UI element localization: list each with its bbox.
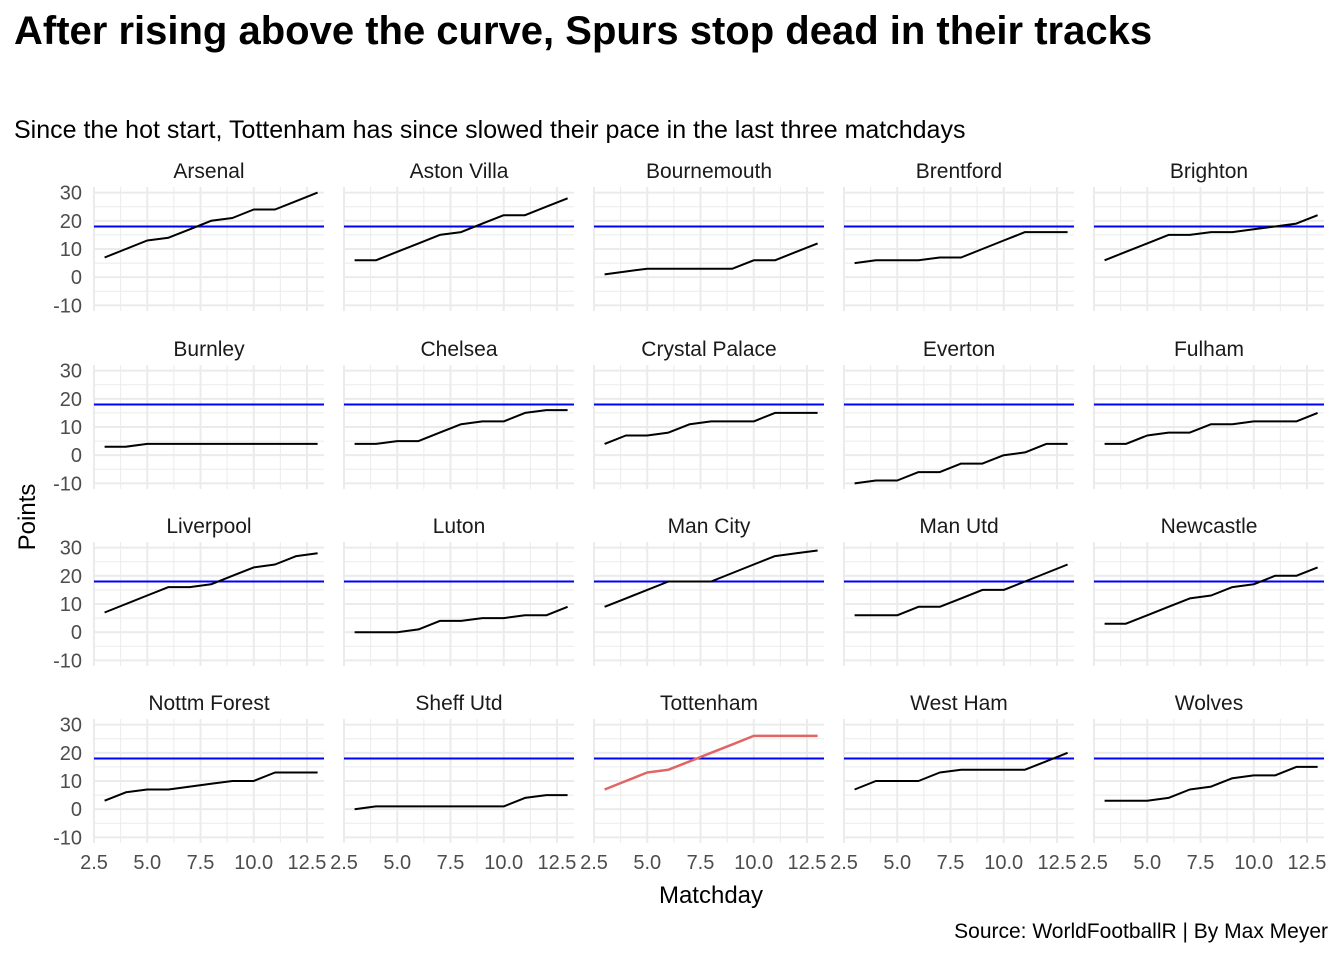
y-tick-label: -10 <box>53 473 82 495</box>
series-line <box>104 552 318 614</box>
x-tick-label: 2.5 <box>80 852 108 874</box>
x-tick-label: 5.0 <box>133 852 161 874</box>
x-tick-label: 5.0 <box>633 852 661 874</box>
y-axis-title: Points <box>14 484 41 551</box>
facet-label: Fulham <box>1174 338 1244 361</box>
x-tick-label: 5.0 <box>1133 852 1161 874</box>
chart-caption: Source: WorldFootballR | By Max Meyer <box>954 920 1328 943</box>
y-tick-label: 30 <box>60 183 82 205</box>
y-tick-label: 0 <box>71 445 82 467</box>
series-line <box>354 794 568 811</box>
facet-label: Aston Villa <box>410 160 509 183</box>
series-line <box>854 231 1068 265</box>
facet-label: Arsenal <box>173 160 244 183</box>
facet-label: Tottenham <box>660 692 758 715</box>
facet-label: Wolves <box>1175 692 1243 715</box>
x-tick-label: 10.0 <box>984 852 1023 874</box>
facet-label: West Ham <box>910 692 1008 715</box>
x-tick-label: 2.5 <box>830 852 858 874</box>
series-line <box>354 197 568 262</box>
y-tick-label: 30 <box>60 715 82 737</box>
y-tick-label: 10 <box>60 417 82 439</box>
facet-label: Burnley <box>173 338 245 361</box>
series-line <box>1104 566 1318 625</box>
y-tick-label: 10 <box>60 771 82 793</box>
x-tick-label: 12.5 <box>287 852 326 874</box>
x-tick-label: 7.5 <box>937 852 965 874</box>
x-tick-label: 10.0 <box>734 852 773 874</box>
facet-label: Luton <box>433 515 486 538</box>
y-tick-label: 0 <box>71 799 82 821</box>
y-tick-label: 0 <box>71 267 82 289</box>
y-tick-label: -10 <box>53 295 82 317</box>
y-tick-label: 10 <box>60 594 82 616</box>
series-line <box>104 442 318 448</box>
series-line <box>604 411 818 445</box>
x-tick-label: 10.0 <box>234 852 273 874</box>
x-tick-label: 2.5 <box>1080 852 1108 874</box>
series-line <box>604 242 818 276</box>
series-line <box>354 409 568 445</box>
facet-label: Brighton <box>1170 160 1248 183</box>
series-line <box>604 734 818 791</box>
y-tick-label: 0 <box>71 622 82 644</box>
x-tick-label: 2.5 <box>580 852 608 874</box>
x-tick-label: 5.0 <box>383 852 411 874</box>
x-tick-label: 7.5 <box>437 852 465 874</box>
series-line <box>1104 411 1318 445</box>
chart-title: After rising above the curve, Spurs stop… <box>14 9 1153 53</box>
facet-label: Bournemouth <box>646 160 772 183</box>
series-line <box>604 549 818 608</box>
x-tick-label: 7.5 <box>1187 852 1215 874</box>
x-tick-label: 5.0 <box>883 852 911 874</box>
x-tick-label: 7.5 <box>687 852 715 874</box>
facet-label: Brentford <box>916 160 1002 183</box>
y-tick-label: -10 <box>53 827 82 849</box>
x-axis-title: Matchday <box>659 882 763 909</box>
facet-label: Sheff Utd <box>415 692 502 715</box>
x-tick-label: 7.5 <box>187 852 215 874</box>
y-tick-label: 30 <box>60 361 82 383</box>
facet-label: Man City <box>668 515 751 538</box>
y-tick-label: 20 <box>60 389 82 411</box>
x-tick-label: 12.5 <box>537 852 576 874</box>
series-line <box>1104 214 1318 262</box>
facet-label: Nottm Forest <box>148 692 270 715</box>
facet-label: Crystal Palace <box>641 338 776 361</box>
x-tick-label: 10.0 <box>1234 852 1273 874</box>
series-line <box>854 442 1068 485</box>
series-line <box>854 751 1068 791</box>
series-line <box>104 771 318 802</box>
facet-label: Everton <box>923 338 995 361</box>
x-tick-label: 12.5 <box>787 852 826 874</box>
facet-label: Newcastle <box>1161 515 1258 538</box>
facet-label: Man Utd <box>919 515 998 538</box>
y-tick-label: 20 <box>60 743 82 765</box>
series-line <box>354 605 568 634</box>
y-tick-label: 10 <box>60 239 82 261</box>
y-tick-label: 20 <box>60 566 82 588</box>
y-tick-label: -10 <box>53 650 82 672</box>
y-tick-label: 20 <box>60 211 82 233</box>
x-tick-label: 10.0 <box>484 852 523 874</box>
x-tick-label: 2.5 <box>330 852 358 874</box>
x-tick-label: 12.5 <box>1037 852 1076 874</box>
series-line <box>854 563 1068 617</box>
facet-label: Chelsea <box>420 338 497 361</box>
y-tick-label: 30 <box>60 538 82 560</box>
facet-label: Liverpool <box>166 515 251 538</box>
x-tick-label: 12.5 <box>1287 852 1326 874</box>
series-line <box>1104 765 1318 802</box>
series-line <box>104 191 318 259</box>
chart-subtitle: Since the hot start, Tottenham has since… <box>14 116 966 144</box>
